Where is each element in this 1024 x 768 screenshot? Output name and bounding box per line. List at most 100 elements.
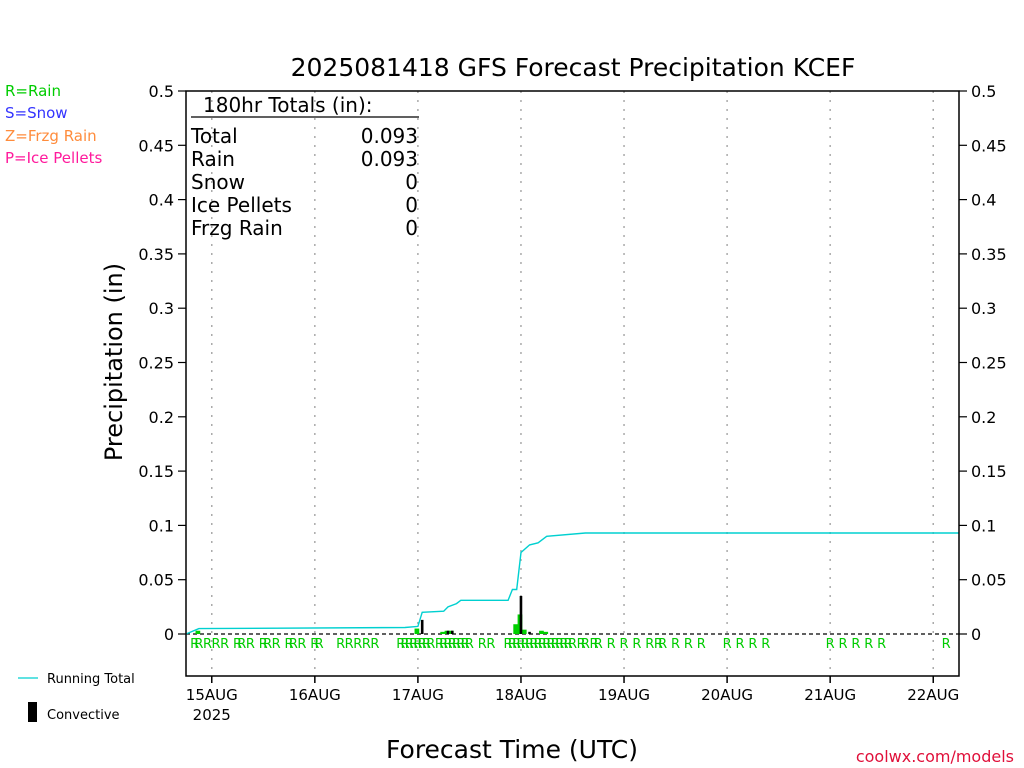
rain-type-marker: R (839, 637, 848, 652)
rain-type-marker: R (508, 637, 517, 652)
rain-type-marker: R (581, 637, 590, 652)
rain-type-marker: R (534, 637, 543, 652)
rain-type-marker: R (620, 637, 629, 652)
legend-rain: R=Rain (5, 82, 61, 100)
rain-type-marker: R (568, 637, 577, 652)
rain-type-marker: R (645, 637, 654, 652)
totals-value-total: 0.093 (361, 124, 418, 148)
rain-type-marker: R (259, 637, 268, 652)
rain-type-marker: R (370, 637, 379, 652)
rain-type-marker: R (263, 637, 272, 652)
running-total-line (185, 532, 959, 635)
rain-type-marker: R (504, 637, 513, 652)
rain-type-marker: R (336, 637, 345, 652)
x-tick-label: 15AUG (186, 686, 238, 704)
y-tick-label-left: 0.35 (138, 245, 174, 264)
chart-title: 2025081418 GFS Forecast Precipitation KC… (291, 53, 856, 82)
totals-label-ice-pellets: Ice Pellets (191, 193, 292, 217)
rain-bar (543, 631, 549, 634)
y-tick-label-left: 0.15 (138, 462, 174, 481)
rain-type-marker: R (409, 637, 418, 652)
rain-type-marker: R (233, 637, 242, 652)
rain-bar (513, 624, 519, 634)
rain-type-marker: R (551, 637, 560, 652)
rain-type-marker: R (452, 637, 461, 652)
y-tick-label-right: 0.25 (971, 354, 1007, 373)
rain-bar (195, 630, 201, 634)
convective-bar (420, 619, 424, 634)
rain-type-marker: R (658, 637, 667, 652)
y-tick-label-left: 0.1 (149, 516, 174, 535)
rain-type-marker: R (362, 637, 371, 652)
y-tick-label-right: 0.15 (971, 462, 1007, 481)
series-legend: Running Total Convective (18, 672, 135, 723)
rain-type-marker: R (697, 637, 706, 652)
rain-type-marker: R (525, 637, 534, 652)
rain-type-marker: R (289, 637, 298, 652)
rain-type-marker: R (353, 637, 362, 652)
convective-bar (446, 630, 450, 634)
precip-type-legend: R=Rain S=Snow Z=Frzg Rain P=Ice Pellets (5, 82, 102, 167)
totals-title: 180hr Totals (in): (203, 93, 373, 117)
legend-running-total-label: Running Total (47, 672, 135, 687)
rain-type-marker: R (237, 637, 246, 652)
rain-type-marker: R (345, 637, 354, 652)
rain-type-marker: R (422, 637, 431, 652)
y-tick-label-left: 0.25 (138, 354, 174, 373)
rain-type-marker: R (418, 637, 427, 652)
totals-value-frzg-rain: 0 (405, 216, 418, 240)
rain-type-marker: R (942, 637, 951, 652)
x-tick-year-label: 2025 (193, 706, 231, 724)
rain-type-marker: R (194, 637, 203, 652)
y-tick-label-left: 0 (164, 625, 174, 644)
rain-type-marker: R (826, 637, 835, 652)
rain-type-marker: R (555, 637, 564, 652)
rain-type-marker: R (190, 637, 199, 652)
rain-type-marker: R (405, 637, 414, 652)
totals-value-ice-pellets: 0 (405, 193, 418, 217)
rain-type-marker: R (547, 637, 556, 652)
rain-type-marker: R (684, 637, 693, 652)
x-tick-label: 16AUG (289, 686, 341, 704)
legend-frzg-rain: Z=Frzg Rain (5, 127, 97, 145)
rain-bar (539, 630, 544, 634)
credit-text: coolwx.com/models (856, 747, 1014, 766)
rain-bar (414, 628, 420, 634)
y-tick-label-right: 0 (971, 625, 981, 644)
x-tick-label: 19AUG (598, 686, 650, 704)
rain-type-marker: R (521, 637, 530, 652)
rain-type-marker: R (220, 637, 229, 652)
legend-snow: S=Snow (5, 104, 68, 122)
y-tick-label-left: 0.2 (149, 408, 174, 427)
rain-type-marker: R (516, 637, 525, 652)
rain-type-marker: R (761, 637, 770, 652)
y-tick-label-right: 0.2 (971, 408, 996, 427)
rain-bar (521, 629, 527, 634)
y-tick-label-left: 0.5 (149, 82, 174, 101)
rain-type-marker: R (461, 637, 470, 652)
y-tick-label-right: 0.35 (971, 245, 1007, 264)
rain-type-marker: R (310, 637, 319, 652)
y-tick-label-right: 0.4 (971, 191, 996, 210)
x-tick-label: 20AUG (701, 686, 753, 704)
rain-type-marker: R (851, 637, 860, 652)
grid-layer (186, 91, 959, 676)
x-axis-label: Forecast Time (UTC) (386, 735, 638, 764)
rain-type-marker: R (439, 637, 448, 652)
running-total-layer (185, 532, 959, 635)
rain-type-marker: R (529, 637, 538, 652)
rain-type-marker: R (297, 637, 306, 652)
rain-type-marker: R (723, 637, 732, 652)
y-tick-label-right: 0.5 (971, 82, 996, 101)
totals-label-snow: Snow (191, 170, 245, 194)
totals-label-total: Total (190, 124, 238, 148)
y-tick-label-left: 0.05 (138, 571, 174, 590)
y-tick-label-right: 0.05 (971, 571, 1007, 590)
rain-type-marker: R (538, 637, 547, 652)
totals-box: 180hr Totals (in): Total 0.093 Rain 0.09… (190, 93, 419, 240)
convective-bar (519, 595, 523, 634)
rain-type-marker: R (864, 637, 873, 652)
rain-type-marker: R (748, 637, 757, 652)
